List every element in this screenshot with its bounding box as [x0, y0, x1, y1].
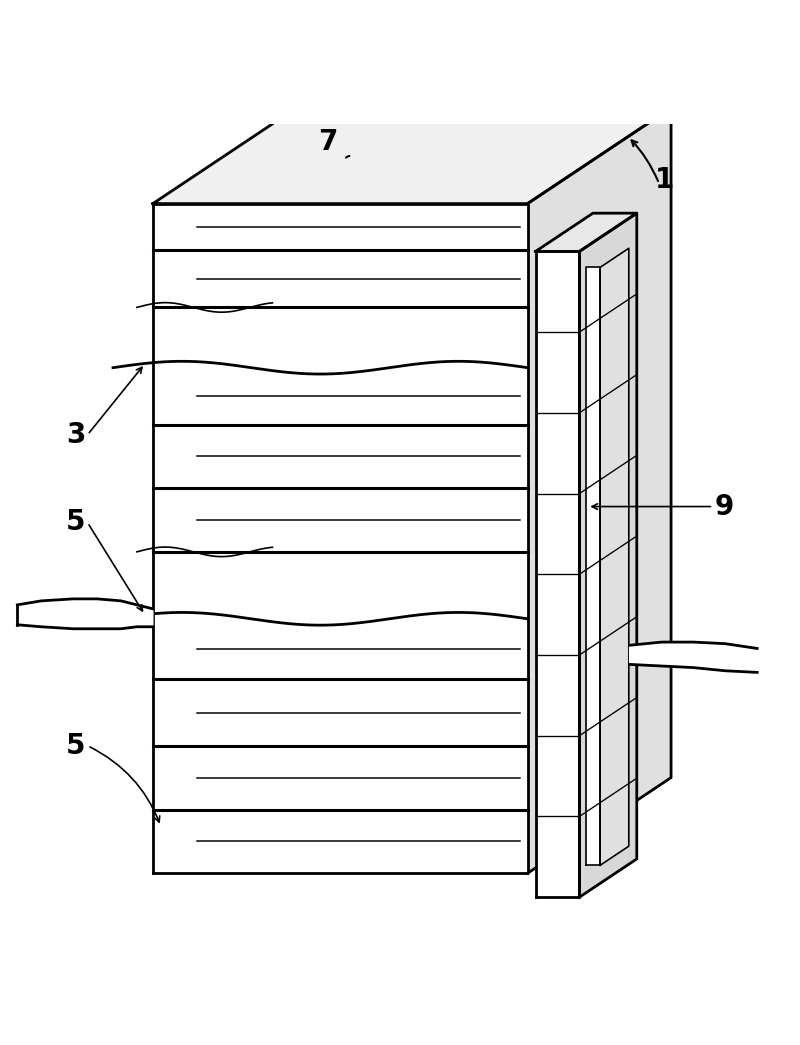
Text: 5: 5	[66, 732, 85, 760]
Polygon shape	[586, 268, 600, 865]
Polygon shape	[153, 204, 527, 874]
Polygon shape	[579, 213, 637, 898]
Text: 9: 9	[715, 492, 734, 520]
Polygon shape	[600, 249, 629, 865]
Polygon shape	[535, 252, 579, 898]
Polygon shape	[153, 108, 671, 204]
Polygon shape	[527, 108, 671, 874]
Text: 3: 3	[66, 421, 85, 448]
Polygon shape	[535, 213, 637, 252]
Text: 5: 5	[66, 509, 85, 536]
Polygon shape	[18, 599, 153, 629]
Text: 1: 1	[655, 166, 674, 193]
Polygon shape	[630, 642, 757, 672]
Text: 7: 7	[318, 127, 338, 156]
